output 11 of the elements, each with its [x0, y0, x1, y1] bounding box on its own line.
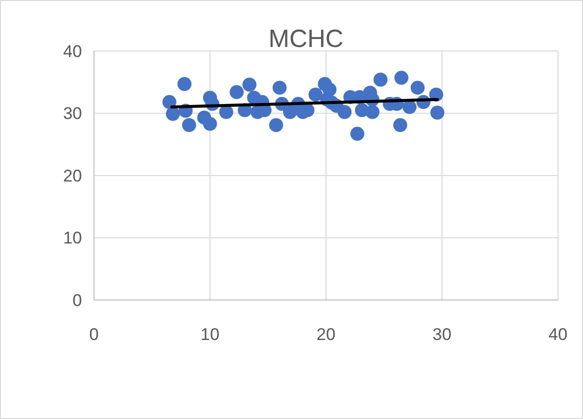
chart-title: MCHC	[268, 25, 344, 53]
y-tick-label: 0	[72, 290, 82, 310]
y-tick-label: 10	[63, 228, 82, 248]
y-tick-label: 30	[63, 104, 82, 124]
x-tick-label: 40	[548, 325, 568, 344]
x-tick-label: 30	[432, 325, 452, 344]
x-tick-label: 20	[316, 325, 336, 344]
x-tick-label: 10	[200, 325, 220, 344]
y-tick-label: 40	[63, 42, 82, 61]
x-tick-label: 0	[89, 325, 99, 344]
y-tick-label: 20	[63, 166, 82, 186]
